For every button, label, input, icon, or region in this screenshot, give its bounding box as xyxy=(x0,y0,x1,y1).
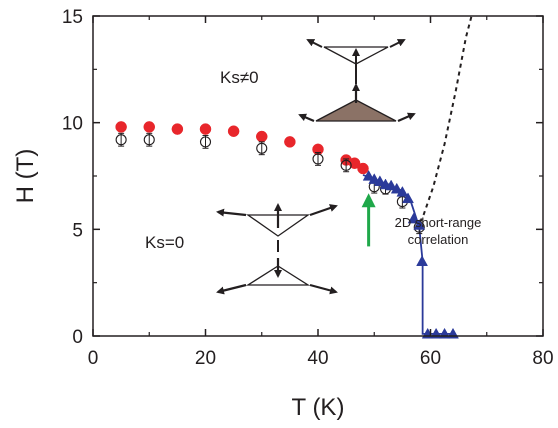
data-point-open-circle xyxy=(199,136,212,148)
data-point-filled-circle xyxy=(227,125,240,137)
data-point-triangle xyxy=(385,179,398,191)
data-point-triangle xyxy=(390,182,403,194)
data-point-triangle xyxy=(373,175,386,186)
spin-arrow xyxy=(216,208,247,217)
data-point-triangle xyxy=(362,169,375,181)
y-axis-label: H (T) xyxy=(12,149,39,204)
x-axis-label: T (K) xyxy=(292,394,345,421)
triangle-lower xyxy=(245,265,311,286)
x-tick-label: 40 xyxy=(307,348,328,369)
spin-diagram-ks-nonzero-filled xyxy=(298,83,416,123)
x-tick-label: 20 xyxy=(195,348,216,369)
data-point-triangle xyxy=(407,212,420,224)
spin-arrow xyxy=(298,113,315,123)
annotation-ks-nonzero: Ks≠0 xyxy=(220,68,259,87)
spin-arrow xyxy=(389,39,406,48)
data-point-filled-circle xyxy=(348,157,361,169)
y-tick-label: 15 xyxy=(62,7,83,28)
data-point-open-circle xyxy=(256,142,268,154)
annotation-ks-zero: Ks=0 xyxy=(145,233,184,252)
ticks-layer: 0 20 40 60 80 0 5 10 15 xyxy=(62,7,554,369)
y-tick-label: 5 xyxy=(72,220,83,241)
data-point-open-circle xyxy=(340,159,352,171)
annotation-short-range-line2: correlation xyxy=(408,232,469,247)
plot-layer xyxy=(115,15,473,339)
data-point-filled-circle xyxy=(256,130,268,143)
spin-diagram-ks-nonzero-open xyxy=(306,39,406,84)
data-point-open-circle xyxy=(115,134,127,146)
spin-arrow xyxy=(216,283,247,295)
data-point-open-circle xyxy=(312,153,324,165)
crossover-dashed-line xyxy=(415,15,473,230)
filled-triangle xyxy=(315,99,397,122)
data-point-triangle xyxy=(416,255,428,266)
data-point-filled-circle xyxy=(284,136,296,148)
green-arrow-head xyxy=(361,193,376,208)
spin-arrow xyxy=(309,204,338,217)
data-point-triangle xyxy=(402,192,414,204)
x-tick-label: 80 xyxy=(532,348,553,369)
y-tick-label: 0 xyxy=(72,327,83,348)
data-point-open-circle xyxy=(143,134,155,146)
data-point-triangle xyxy=(396,185,409,197)
data-point-filled-circle xyxy=(171,123,184,135)
data-point-filled-circle xyxy=(199,123,212,135)
spin-arrow xyxy=(309,283,338,295)
x-tick-label: 0 xyxy=(88,348,99,369)
data-point-filled-circle xyxy=(115,121,127,133)
triangle-outline xyxy=(323,46,389,65)
data-point-triangle xyxy=(413,219,426,230)
y-tick-label: 10 xyxy=(62,114,83,135)
x-tick-label: 60 xyxy=(420,348,441,369)
spin-arrow xyxy=(306,39,323,48)
spin-arrow xyxy=(397,112,416,123)
data-point-filled-circle xyxy=(143,121,155,133)
data-point-filled-circle xyxy=(357,162,369,175)
annotation-short-range-line1: 2D short-range xyxy=(395,215,482,230)
spin-diagram-ks-zero xyxy=(216,203,338,295)
